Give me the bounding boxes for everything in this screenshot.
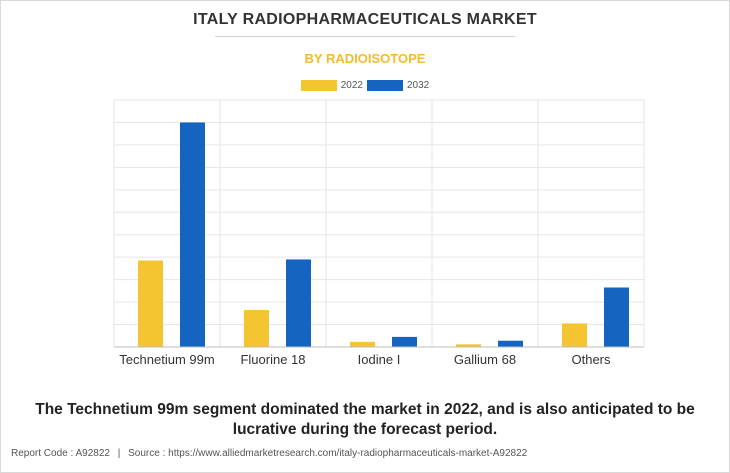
- legend-item-2022: 2022: [300, 80, 363, 91]
- chart-subtitle: BY RADIOISOTOPE: [304, 51, 426, 66]
- title-divider: [215, 36, 515, 37]
- bar-2032-1: [286, 259, 311, 347]
- x-tick-label: Technetium 99m: [119, 352, 214, 367]
- legend-label-2032: 2032: [407, 80, 430, 91]
- legend-label-2022: 2022: [340, 80, 363, 91]
- bar-2022-2: [350, 341, 375, 347]
- bar-2022-4: [562, 323, 587, 347]
- bar-2032-0: [180, 122, 205, 347]
- bar-2032-3: [498, 340, 523, 347]
- source-text: Source : https://www.alliedmarketresearc…: [128, 448, 528, 459]
- x-tick-label: Others: [571, 352, 611, 367]
- legend: 2022 2032: [0, 80, 730, 91]
- legend-item-2032: 2032: [367, 80, 429, 91]
- x-tick-label: Fluorine 18: [240, 352, 305, 367]
- bar-2022-0: [138, 260, 163, 347]
- chart-title: ITALY RADIOPHARMACEUTICALS MARKET: [193, 11, 537, 28]
- footer: Report Code : A92822 | Source : https://…: [11, 448, 527, 459]
- bar-2022-3: [456, 344, 481, 347]
- bar-2022-1: [244, 309, 269, 347]
- report-code: Report Code : A92822: [11, 448, 110, 459]
- x-tick-label: Gallium 68: [454, 352, 516, 367]
- x-tick-label: Iodine I: [358, 352, 401, 367]
- legend-swatch-2032: [367, 80, 403, 91]
- bar-2032-4: [604, 287, 629, 347]
- bar-chart: Technetium 99m Fluorine 18 Iodine I Gallium…: [113, 99, 645, 367]
- legend-swatch-2022: [300, 80, 337, 91]
- chart-caption: The Technetium 99m segment dominated the…: [35, 401, 695, 438]
- bar-2032-2: [392, 336, 417, 347]
- footer-separator: |: [117, 448, 121, 459]
